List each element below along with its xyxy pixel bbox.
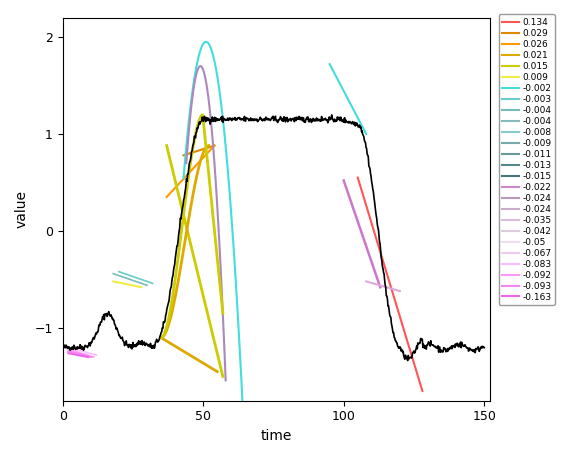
X-axis label: time: time: [260, 429, 292, 443]
Legend: 0.134, 0.029, 0.026, 0.021, 0.015, 0.009, -0.002, -0.003, -0.004, -0.004, -0.008: 0.134, 0.029, 0.026, 0.021, 0.015, 0.009…: [499, 14, 555, 305]
Y-axis label: value: value: [15, 190, 29, 228]
